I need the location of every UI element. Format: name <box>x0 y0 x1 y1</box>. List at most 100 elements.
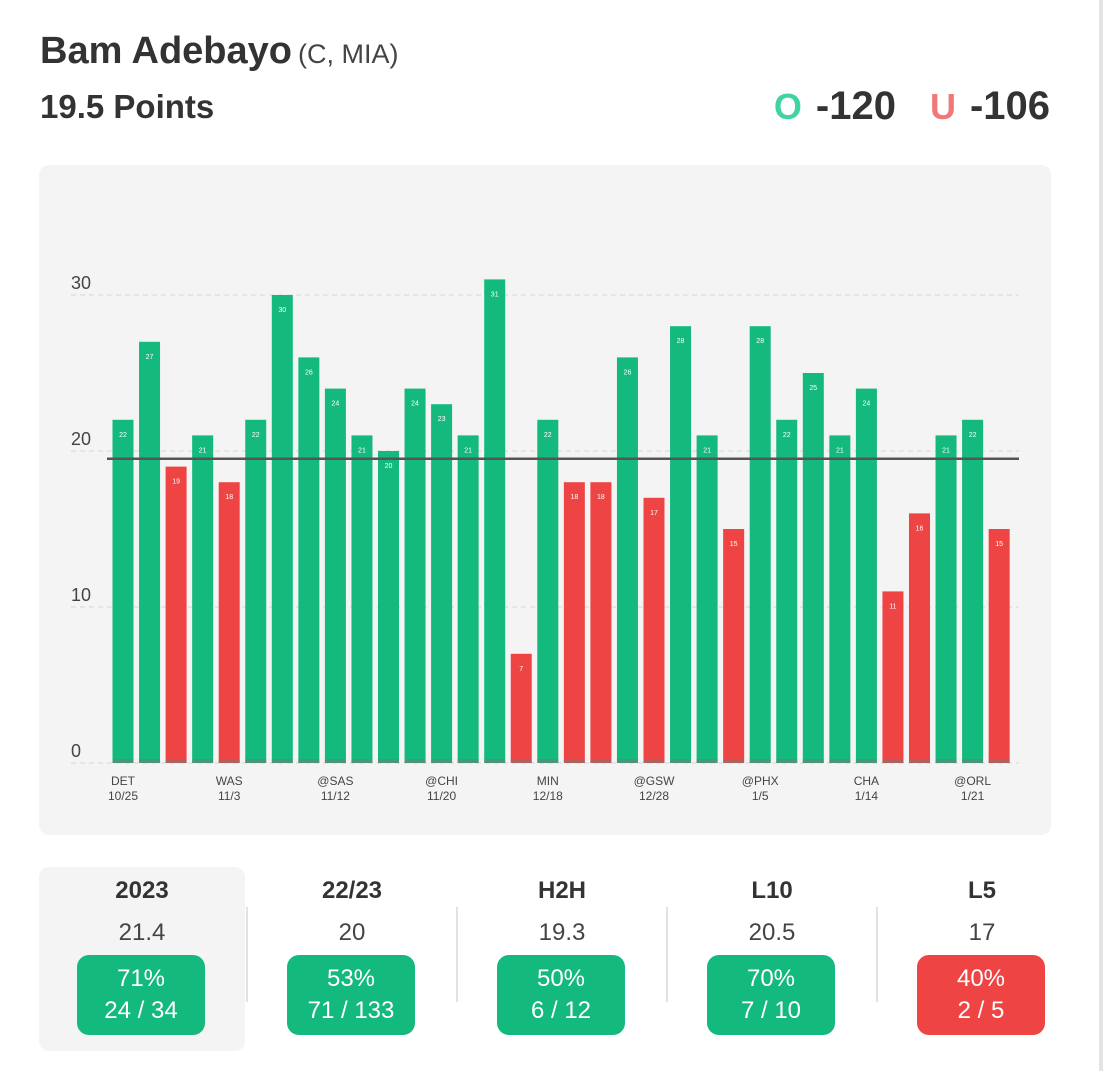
x-tick-date: 10/25 <box>108 789 138 803</box>
bar-base <box>404 759 426 763</box>
bar-base <box>909 759 930 763</box>
bar <box>988 529 1010 763</box>
stat-divider <box>666 907 668 1002</box>
stat-label: L5 <box>967 877 996 904</box>
bar-base <box>590 759 612 763</box>
x-tick-opponent: WAS <box>216 774 243 788</box>
bar-base <box>749 759 771 763</box>
x-tick-opponent: DET <box>111 774 136 788</box>
bar-value-label: 22 <box>252 432 260 439</box>
stat-label: L10 <box>751 877 793 904</box>
bar-base <box>165 759 187 763</box>
stats-row: 2023 21.4 71% 24 / 34 22/23 20 53% 71 / 133 H2H 1… <box>39 867 1051 1051</box>
stat-divider <box>246 907 248 1002</box>
x-tick-date: 1/21 <box>961 789 985 803</box>
bar-value-label: 31 <box>491 291 499 298</box>
under-odds[interactable]: -106 <box>969 84 1050 128</box>
stat-column-1[interactable]: 22/23 20 53% 71 / 133 <box>249 867 455 1051</box>
bar <box>404 388 426 763</box>
stat-divider <box>876 907 878 1002</box>
bar-value-label: 21 <box>464 447 472 454</box>
bar-value-label: 21 <box>942 447 950 454</box>
bar-value-label: 22 <box>969 432 977 439</box>
bar-base <box>112 759 134 763</box>
stat-hit-rate-badge: 53% 71 / 133 <box>287 955 415 1035</box>
over-odds[interactable]: -120 <box>815 84 896 128</box>
bar-value-label: 28 <box>677 338 685 345</box>
bar-base <box>378 759 399 763</box>
bar-base <box>696 759 718 763</box>
bar <box>510 653 532 763</box>
stat-hit-record: 7 / 10 <box>740 997 802 1024</box>
bar-base <box>776 759 798 763</box>
bar-base <box>882 759 904 763</box>
bar-value-label: 15 <box>995 541 1003 548</box>
stat-column-0[interactable]: 2023 21.4 71% 24 / 34 <box>39 867 245 1051</box>
bar-value-label: 22 <box>119 432 127 439</box>
bar <box>670 326 692 763</box>
bar <box>829 435 851 763</box>
bar <box>484 279 506 763</box>
bar <box>537 419 559 763</box>
bar-value-label: 17 <box>650 510 658 517</box>
x-tick-opponent: CHA <box>854 774 879 788</box>
chart-panel: 0 10 20 30 22 27 19 21 18 22 30 26 24 21 20 24 23 21 31 7 22… <box>39 165 1051 835</box>
stat-hit-record: 71 / 133 <box>307 997 395 1024</box>
stat-hit-record: 24 / 34 <box>104 997 178 1024</box>
x-tick-opponent: @PHX <box>742 774 779 788</box>
bar <box>165 466 187 763</box>
page-right-border <box>1099 0 1103 1071</box>
bar <box>139 341 161 763</box>
stat-hit-rate-badge: 71% 24 / 34 <box>77 955 205 1035</box>
y-tick-label: 20 <box>71 429 91 449</box>
bar-value-label: 21 <box>199 447 207 454</box>
stat-column-4[interactable]: L5 17 40% 2 / 5 <box>879 867 1085 1051</box>
bar-value-label: 15 <box>730 541 738 548</box>
bar-value-label: 23 <box>438 416 446 423</box>
x-tick-opponent: @ORL <box>954 774 991 788</box>
bar <box>616 357 638 763</box>
x-tick-opponent: @GSW <box>634 774 676 788</box>
bar-base <box>245 759 267 763</box>
bar-value-label: 30 <box>278 307 286 314</box>
bar-base <box>351 759 373 763</box>
game-log-bar-chart: 0 10 20 30 22 27 19 21 18 22 30 26 24 21 20 24 23 21 31 7 22… <box>71 273 1019 803</box>
bar <box>192 435 214 763</box>
player-name: Bam Adebayo (C, MIA) <box>40 30 399 73</box>
bar-base <box>643 759 665 763</box>
x-tick-date: 12/18 <box>533 789 563 803</box>
bar <box>218 482 240 763</box>
stat-column-3[interactable]: L10 20.5 70% 7 / 10 <box>669 867 875 1051</box>
bar-base <box>616 759 638 763</box>
stat-column-2[interactable]: H2H 19.3 50% 6 / 12 <box>459 867 665 1051</box>
bar-value-label: 21 <box>836 447 844 454</box>
bar-value-label: 18 <box>597 494 605 501</box>
x-tick-date: 11/3 <box>218 789 241 803</box>
bar-value-label: 24 <box>411 401 419 408</box>
under-letter: U <box>929 85 956 127</box>
x-tick-opponent: @SAS <box>317 774 353 788</box>
stat-hit-percentage: 50% <box>536 965 586 992</box>
bar-value-label: 27 <box>146 354 154 361</box>
bar-base <box>431 759 453 763</box>
bar <box>457 435 479 763</box>
stat-average: 20 <box>338 919 366 946</box>
stat-average: 20.5 <box>748 919 796 946</box>
y-tick-label: 0 <box>71 741 81 761</box>
x-tick-date: 11/12 <box>321 789 350 803</box>
prop-line: 19.5 Points <box>40 88 215 125</box>
stat-label: 2023 <box>115 877 169 904</box>
bar <box>802 373 824 763</box>
bar-base <box>802 759 824 763</box>
bar-base <box>962 759 984 763</box>
player-position-team: (C, MIA) <box>298 39 399 69</box>
bar <box>723 529 745 763</box>
bar <box>855 388 877 763</box>
y-tick-label: 10 <box>71 585 91 605</box>
bar-base <box>537 759 559 763</box>
bar <box>909 513 930 763</box>
stat-hit-percentage: 53% <box>326 965 376 992</box>
odds-group: O -120 U -106 <box>774 84 1050 129</box>
bar <box>776 419 798 763</box>
bar <box>112 419 134 763</box>
